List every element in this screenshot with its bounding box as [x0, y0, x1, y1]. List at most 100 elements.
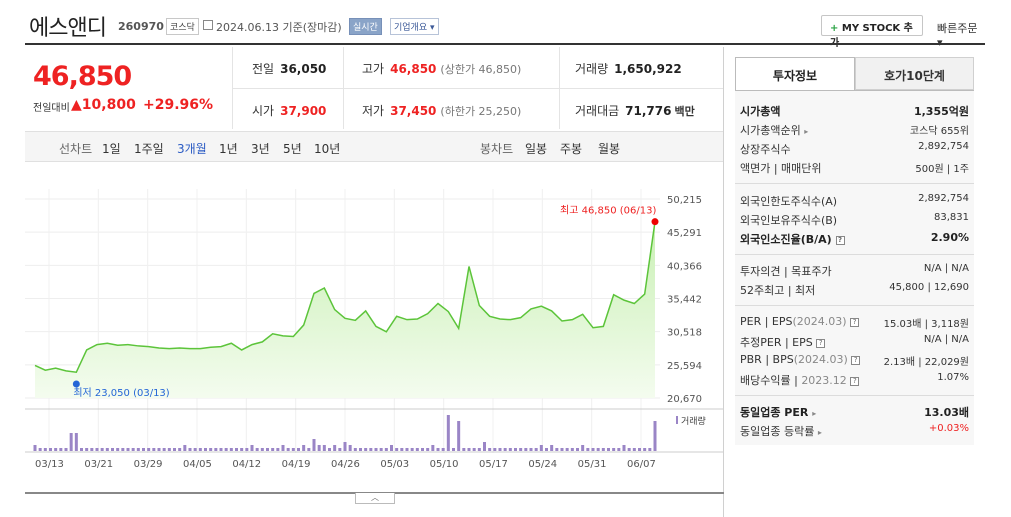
- volume-bar: [64, 448, 68, 451]
- info-tabs: 투자정보 호가10단계: [735, 57, 974, 90]
- volume-bar: [348, 445, 352, 451]
- info-key-period: 2023.12: [801, 374, 847, 387]
- y-tick-label: 30,518: [667, 328, 702, 339]
- info-value: 500원 | 1주: [915, 164, 969, 175]
- tab-orderbook[interactable]: 호가10단계: [855, 57, 974, 90]
- info-row: 외국인한도주식수(A) 2,892,754: [740, 193, 969, 211]
- add-my-stock-button[interactable]: + MY STOCK 추가: [821, 15, 923, 49]
- tab-1y[interactable]: 1년: [219, 142, 238, 156]
- y-tick-label: 20,670: [667, 394, 702, 405]
- help-icon[interactable]: ?: [851, 355, 861, 365]
- tab-weekly[interactable]: 주봉: [560, 142, 583, 156]
- calendar-icon: [203, 20, 213, 30]
- low-marker: [72, 380, 80, 388]
- x-tick-label: 06/07: [627, 459, 656, 470]
- high-price-label: 고가: [362, 62, 385, 76]
- stock-header: 에스앤디 260970 코스닥 2024.06.13 기준(장마감) 실시간 기…: [25, 8, 985, 49]
- info-value: 13.03배: [924, 406, 969, 419]
- help-icon[interactable]: ?: [835, 235, 845, 245]
- tab-1w[interactable]: 1주일: [134, 142, 164, 156]
- line-chart-label: 선차트: [59, 142, 93, 156]
- volume-bar: [240, 448, 244, 451]
- x-tick-label: 04/26: [331, 459, 360, 470]
- info-key: 시가총액: [740, 105, 781, 118]
- help-icon[interactable]: ?: [850, 317, 860, 327]
- info-row[interactable]: 동일업종 PER ▸ 13.03배: [740, 404, 969, 422]
- volume-bar: [74, 433, 78, 451]
- volume-bar: [235, 448, 238, 451]
- volume-bar: [560, 448, 564, 451]
- volume-bar: [353, 448, 357, 451]
- prev-close: 전일 36,050: [252, 60, 326, 77]
- volume-label: 거래량: [575, 62, 609, 76]
- volume-bar: [307, 448, 311, 451]
- price-area: [35, 221, 655, 398]
- volume-legend-swatch: [676, 416, 678, 424]
- volume-bar: [627, 448, 631, 451]
- volume-bar: [534, 448, 538, 451]
- volume-bar: [524, 448, 528, 451]
- tab-invest-info[interactable]: 투자정보: [735, 57, 855, 90]
- volume-bar: [312, 439, 316, 451]
- help-icon[interactable]: ?: [850, 376, 860, 386]
- tab-3m[interactable]: 3개월: [177, 142, 207, 156]
- info-row[interactable]: 동일업종 등락률 ▸ +0.03%: [740, 423, 969, 441]
- tab-monthly[interactable]: 월봉: [598, 142, 621, 156]
- info-key-period: (2024.03): [792, 315, 847, 328]
- volume-bar: [643, 448, 647, 451]
- company-overview-dropdown[interactable]: 기업개요 ▾: [390, 18, 439, 35]
- open-price: 시가 37,900: [252, 102, 326, 119]
- current-price-box: 46,850 전일대비 ▲10,800 +29.96%: [25, 47, 232, 129]
- upper-limit: (상한가 46,850): [440, 63, 522, 76]
- volume-bar: [281, 445, 285, 451]
- volume-bar: [260, 448, 264, 451]
- lower-limit: (하한가 25,250): [440, 105, 522, 118]
- volume-bar: [493, 448, 497, 451]
- info-value: 2,892,754: [918, 193, 969, 204]
- info-key: PER | EPS(2024.03) ?: [740, 315, 860, 328]
- trade-amount-unit: 백만: [674, 105, 695, 118]
- realtime-button[interactable]: 실시간: [349, 18, 382, 35]
- volume-bar: [545, 448, 548, 451]
- volume-bar: [596, 448, 600, 451]
- trade-amount-label: 거래대금: [575, 104, 620, 118]
- price-change: ▲10,800: [71, 97, 136, 113]
- tab-5y[interactable]: 5년: [283, 142, 302, 156]
- volume-bar: [632, 448, 636, 451]
- tab-1d[interactable]: 1일: [102, 142, 121, 156]
- volume-bar: [229, 448, 233, 451]
- tab-3y[interactable]: 3년: [251, 142, 270, 156]
- volume-bar: [157, 448, 161, 451]
- info-row: 시가총액 1,355억원: [740, 103, 969, 121]
- info-row: 외국인소진율(B/A) ? 2.90%: [740, 231, 969, 249]
- volume-bar: [384, 448, 388, 451]
- volume-bar: [271, 448, 275, 451]
- info-key: 동일업종 등락률 ▸: [740, 423, 822, 439]
- volume-bar: [302, 445, 306, 451]
- volume-bar: [178, 448, 182, 451]
- volume-bar: [467, 448, 471, 451]
- stock-name: 에스앤디: [29, 16, 107, 41]
- divider: [233, 88, 723, 89]
- volume-bar: [142, 448, 145, 451]
- info-key-text: 외국인소진율(B/A): [740, 233, 832, 246]
- chevron-up-icon[interactable]: ︿: [355, 493, 395, 504]
- info-value: 83,831: [934, 212, 969, 223]
- quick-order-dropdown[interactable]: 빠른주문 ▾: [937, 22, 978, 49]
- info-key-text: 동일업종 PER: [740, 406, 809, 419]
- volume-bar: [410, 448, 414, 451]
- volume-bar: [570, 448, 574, 451]
- tab-10y[interactable]: 10년: [314, 142, 341, 156]
- volume-bar: [472, 448, 476, 451]
- price-chart-svg: 50,215 45,291 40,366 35,442 30,518 25,594 20,6…: [25, 189, 724, 470]
- volume-bar: [374, 448, 378, 451]
- x-tick-label: 03/13: [35, 459, 64, 470]
- volume-bar: [457, 421, 461, 451]
- info-row[interactable]: 시가총액순위 ▸ 코스닥 655위: [740, 122, 969, 140]
- info-key: 시가총액순위 ▸: [740, 122, 808, 138]
- help-icon[interactable]: ?: [816, 338, 826, 348]
- tab-daily[interactable]: 일봉: [525, 142, 548, 156]
- chart-period-tabs: 선차트 1일 1주일 3개월 1년 3년 5년 10년 봉차트 일봉 주봉 월봉: [25, 131, 724, 162]
- info-key-text: PER | EPS: [740, 315, 793, 328]
- volume-bar: [622, 445, 626, 451]
